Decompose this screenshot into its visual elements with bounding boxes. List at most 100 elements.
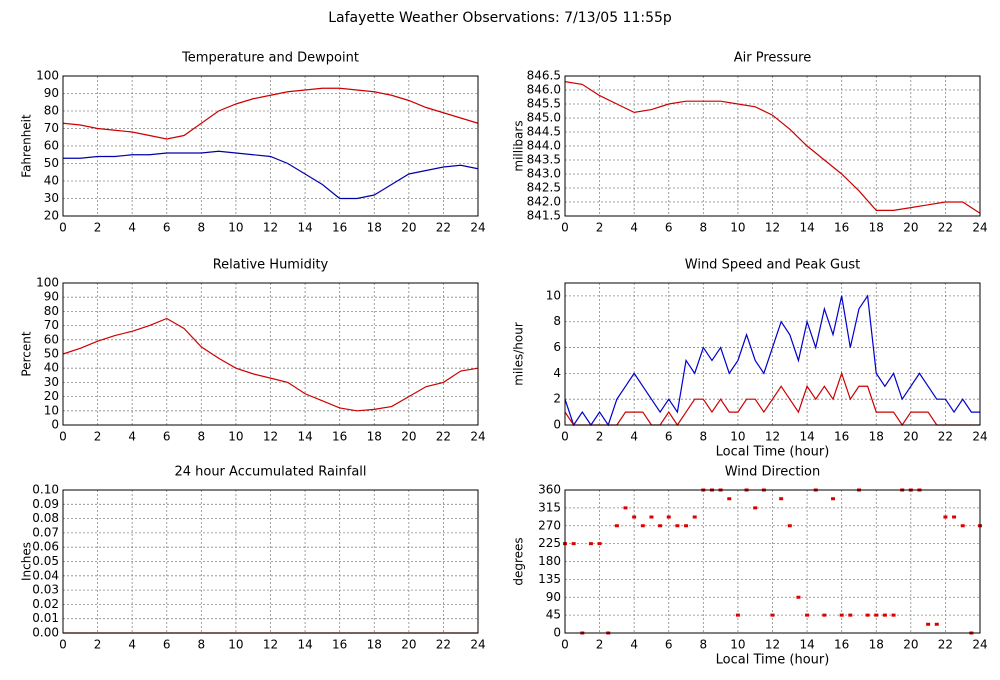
data-line — [564, 294, 980, 427]
y-tick-label: 846.5 — [527, 69, 561, 83]
x-tick-label: 14 — [799, 430, 814, 444]
x-tick-label: 18 — [869, 638, 884, 652]
x-tick-label: 4 — [630, 221, 638, 235]
x-tick-label: 10 — [228, 430, 243, 444]
data-point — [787, 524, 792, 528]
x-tick-label: 6 — [665, 430, 673, 444]
x-tick-label: 18 — [869, 430, 884, 444]
x-tick-label: 22 — [938, 221, 953, 235]
x-tick-label: 10 — [730, 430, 745, 444]
y-tick-label: 40 — [44, 361, 59, 375]
x-tick-label: 10 — [228, 221, 243, 235]
x-tick-label: 14 — [297, 221, 312, 235]
data-point — [753, 506, 758, 510]
y-tick-label: 20 — [44, 209, 59, 223]
y-tick-label: 0.01 — [32, 611, 59, 625]
x-tick-label: 2 — [596, 221, 604, 235]
y-tick-label: 842.0 — [527, 195, 561, 209]
x-tick-label: 16 — [332, 221, 347, 235]
x-tick-label: 16 — [332, 638, 347, 652]
x-tick-label: 12 — [765, 221, 780, 235]
y-tick-label: 80 — [44, 104, 59, 118]
plot-border — [62, 282, 479, 426]
data-point — [684, 524, 689, 528]
x-tick-label: 20 — [903, 638, 918, 652]
y-tick-label: 845.5 — [527, 97, 561, 111]
y-tick-label: 20 — [44, 389, 59, 403]
y-tick-label: 0.10 — [32, 483, 59, 497]
data-point — [727, 497, 732, 501]
data-point — [666, 515, 671, 519]
data-point — [891, 613, 896, 617]
data-point — [675, 524, 680, 528]
data-point — [822, 613, 827, 617]
x-tick-label: 20 — [401, 221, 416, 235]
data-point — [960, 524, 965, 528]
x-tick-label: 22 — [938, 638, 953, 652]
data-point — [735, 613, 740, 617]
data-point — [571, 542, 576, 546]
data-line — [564, 81, 981, 214]
x-tick-label: 8 — [198, 221, 206, 235]
y-tick-label: 2 — [553, 392, 561, 406]
plot-border — [564, 75, 981, 217]
page-title: Lafayette Weather Observations: 7/13/05 … — [328, 10, 672, 26]
x-tick-label: 12 — [263, 638, 278, 652]
x-tick-label: 6 — [665, 638, 673, 652]
y-tick-label: 8 — [553, 314, 561, 328]
x-tick-label: 24 — [470, 430, 485, 444]
data-point — [614, 524, 619, 528]
x-axis-label: Local Time (hour) — [716, 653, 830, 668]
chart-title: Air Pressure — [734, 51, 812, 66]
y-tick-label: 50 — [44, 347, 59, 361]
y-tick-label: 0.05 — [32, 554, 59, 568]
y-tick-label: 30 — [44, 191, 59, 205]
x-tick-label: 6 — [163, 221, 171, 235]
data-point — [839, 613, 844, 617]
data-point — [640, 524, 645, 528]
data-line — [62, 317, 479, 412]
x-tick-label: 12 — [765, 638, 780, 652]
x-tick-label: 0 — [59, 221, 67, 235]
x-tick-label: 16 — [834, 638, 849, 652]
x-tick-label: 20 — [401, 430, 416, 444]
y-tick-label: 50 — [44, 156, 59, 170]
y-axis-label: degrees — [512, 537, 526, 585]
y-tick-label: 100 — [36, 69, 59, 83]
data-point — [779, 497, 784, 501]
data-point — [934, 622, 939, 626]
y-axis-label: Fahrenheit — [20, 114, 34, 178]
y-tick-label: 842.5 — [527, 181, 561, 195]
y-tick-label: 843.0 — [527, 167, 561, 181]
x-tick-label: 14 — [297, 638, 312, 652]
x-tick-label: 8 — [198, 638, 206, 652]
x-tick-label: 18 — [869, 221, 884, 235]
x-tick-label: 16 — [834, 221, 849, 235]
x-tick-label: 20 — [903, 221, 918, 235]
y-tick-label: 845.0 — [527, 111, 561, 125]
x-tick-label: 2 — [94, 430, 102, 444]
x-tick-label: 14 — [799, 221, 814, 235]
y-tick-label: 70 — [44, 318, 59, 332]
chart-title: Wind Speed and Peak Gust — [685, 258, 860, 273]
x-tick-label: 18 — [367, 638, 382, 652]
x-tick-label: 24 — [470, 221, 485, 235]
y-tick-label: 841.5 — [527, 209, 561, 223]
data-point — [588, 542, 593, 546]
data-point — [658, 524, 663, 528]
x-tick-label: 24 — [470, 638, 485, 652]
x-tick-label: 4 — [128, 430, 136, 444]
y-tick-label: 0.00 — [32, 626, 59, 640]
y-tick-label: 0.07 — [32, 525, 59, 539]
y-tick-label: 30 — [44, 375, 59, 389]
x-tick-label: 12 — [263, 430, 278, 444]
y-tick-label: 6 — [553, 340, 561, 354]
x-tick-label: 10 — [228, 638, 243, 652]
chart-title: Relative Humidity — [213, 258, 329, 273]
data-point — [623, 506, 628, 510]
data-point — [848, 613, 853, 617]
x-tick-label: 12 — [765, 430, 780, 444]
y-tick-label: 0.02 — [32, 597, 59, 611]
